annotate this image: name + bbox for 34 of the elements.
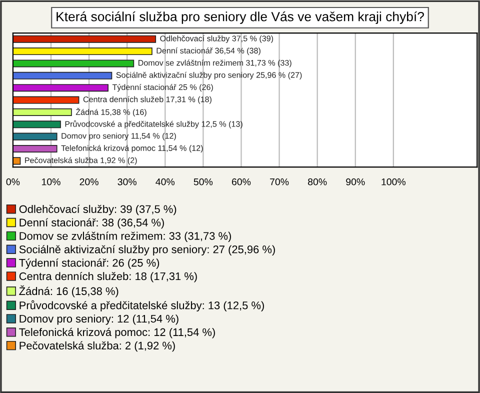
data-label: Žádná 15,38 % (16) — [76, 108, 146, 117]
chart-title: Která sociální služba pro seniory dle Vás ve vašem kraji chybí? — [56, 11, 424, 24]
x-tick-label: 10% — [42, 178, 60, 186]
legend-label: Odlehčovací služby: 39 (37,5 %) — [19, 204, 176, 216]
data-label: Průvodcovské a předčitatelské služby 12,5 % (13) — [65, 120, 242, 128]
x-tick-label: 70% — [270, 178, 289, 186]
data-label: Domov se zvláštním režimem 31,73 % (33) — [138, 60, 292, 68]
x-tick-label: 60% — [232, 178, 251, 186]
legend-label: Domov pro seniory: 12 (11,54 %) — [20, 314, 178, 325]
data-label: Denní stacionář 36,54 % (38) — [156, 47, 260, 56]
x-tick-label: 50% — [194, 178, 213, 186]
x-tick-label: 0% — [6, 178, 20, 186]
x-tick-label: 100% — [382, 178, 406, 186]
legend-label: Sociálně aktivizační služby pro seniory: 27 (25,96 %) — [19, 245, 275, 256]
legend-label: Týdenní stacionář: 26 (25 %) — [19, 258, 160, 269]
x-tick-label: 40% — [156, 178, 175, 186]
data-label: Telefonická krizová pomoc 11,54 % (12) — [61, 144, 203, 153]
legend-label: Telefonická krizová pomoc: 12 (11,54 %) — [19, 328, 215, 338]
data-label: Sociálně aktivizační služby pro seniory 25,96 % (27) — [116, 72, 302, 80]
data-label: Odlehčovací služby 37,5 % (39) — [160, 35, 274, 43]
legend-label: Denní stacionář: 38 (36,54 %) — [20, 218, 164, 229]
legend-label: Centra denních služeb: 18 (17,31 %) — [19, 272, 197, 282]
legend-label: Žádná: 16 (15,38 %) — [19, 285, 118, 298]
x-tick-label: 20% — [80, 178, 98, 186]
legend-label: Domov se zvláštním režimem: 33 (31,73 %) — [20, 232, 231, 242]
data-label: Pečovatelská služba 1,92 % (2) — [25, 157, 137, 165]
data-label: Domov pro seniory 11,54 % (12) — [62, 132, 176, 140]
x-tick-label: 80% — [308, 178, 327, 186]
legend-label: Pečovatelská služba: 2 (1,92 %) — [20, 341, 175, 352]
data-label: Centra denních služeb 17,31 % (18) — [83, 96, 212, 104]
data-label: Týdenní stacionář 25 % (26) — [112, 84, 213, 92]
x-tick-label: 30% — [118, 178, 136, 186]
legend-label: Průvodcovské a předčitatelské služby: 13 (12,5 %) — [20, 300, 264, 312]
x-tick-label: 90% — [346, 178, 365, 186]
